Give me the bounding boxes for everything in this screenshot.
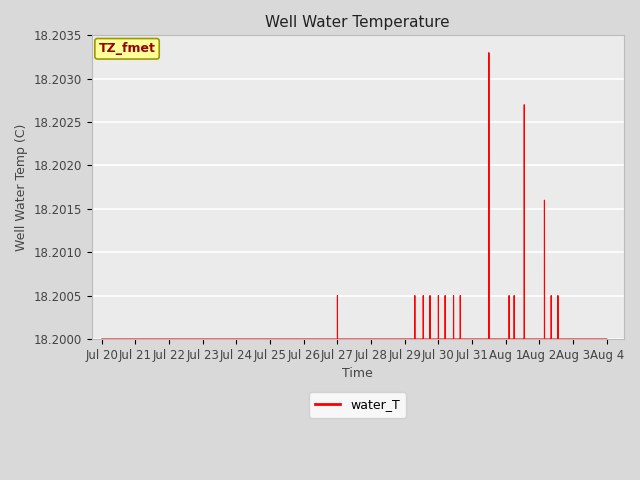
X-axis label: Time: Time — [342, 367, 373, 380]
Legend: water_T: water_T — [309, 392, 406, 418]
Title: Well Water Temperature: Well Water Temperature — [266, 15, 450, 30]
Text: TZ_fmet: TZ_fmet — [99, 42, 156, 55]
Y-axis label: Well Water Temp (C): Well Water Temp (C) — [15, 123, 28, 251]
